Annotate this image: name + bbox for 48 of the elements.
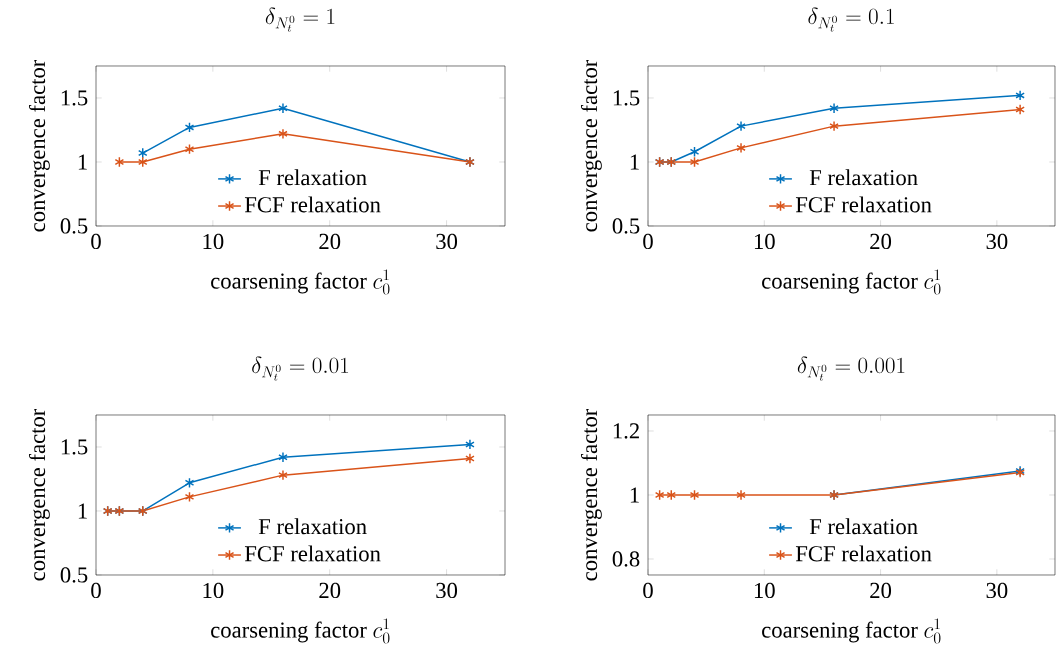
y-tick-label: 0.5: [60, 218, 88, 234]
y-axis-title: convergence factor: [28, 59, 50, 232]
legend-label: FCF relaxation: [795, 196, 932, 213]
chart-title: $\delta_{N_t^0} = 0.01$: [252, 356, 349, 381]
legend-label: F relaxation: [258, 169, 367, 186]
y-tick-label: 1: [78, 154, 87, 170]
x-axis-title: $\mbox{coarsening factor } c_0^1$: [211, 269, 390, 295]
x-tick-label: 10: [754, 233, 775, 250]
y-tick-label: 1.2: [613, 423, 639, 439]
x-tick-label: 10: [203, 233, 224, 250]
y-axis-title: convergence factor: [580, 408, 602, 581]
y-tick-label: 1.5: [61, 90, 88, 106]
y-tick-label: 1.5: [61, 439, 88, 455]
x-tick-label: 20: [319, 233, 341, 250]
legend-label: FCF relaxation: [795, 545, 932, 562]
y-axis-title: convergence factor: [28, 408, 50, 581]
x-tick-label: 0: [91, 233, 101, 250]
x-axis-title: $\mbox{coarsening factor } c_0^1$: [762, 618, 941, 644]
y-tick-label: 0.8: [612, 551, 640, 567]
y-axis-title: convergence factor: [580, 59, 602, 232]
x-tick-label: 20: [870, 582, 892, 599]
y-tick-label: 0.5: [60, 567, 88, 583]
x-tick-label: 0: [91, 582, 101, 599]
x-tick-label: 0: [643, 582, 653, 599]
legend-label: F relaxation: [809, 169, 918, 186]
x-tick-label: 20: [319, 582, 341, 599]
chart-title: $\delta_{N_t^0} = 0.1$: [808, 7, 894, 32]
x-tick-label: 30: [986, 233, 1008, 250]
legend-label: F relaxation: [809, 518, 918, 535]
x-tick-label: 30: [986, 582, 1008, 599]
x-tick-label: 30: [436, 233, 458, 250]
legend-label: F relaxation: [258, 518, 367, 535]
x-tick-label: 10: [203, 582, 224, 599]
x-axis-title: $\mbox{coarsening factor } c_0^1$: [211, 618, 390, 644]
x-tick-label: 30: [436, 582, 458, 599]
y-tick-label: 1: [630, 487, 639, 503]
y-tick-label: 1: [78, 503, 87, 519]
y-tick-label: 0.5: [612, 218, 640, 234]
chart-title: $\delta_{N_t^0} = 0.001$: [797, 356, 905, 381]
x-axis-title: $\mbox{coarsening factor } c_0^1$: [762, 269, 941, 295]
y-tick-label: 1: [630, 154, 639, 170]
x-tick-label: 20: [870, 233, 892, 250]
chart-title: $\delta_{N_t^0} = 1$: [265, 7, 335, 32]
legend-label: FCF relaxation: [244, 196, 381, 213]
x-tick-label: 0: [643, 233, 653, 250]
legend-label: FCF relaxation: [244, 545, 381, 562]
y-tick-label: 1.5: [613, 90, 640, 106]
x-tick-label: 10: [754, 582, 775, 599]
